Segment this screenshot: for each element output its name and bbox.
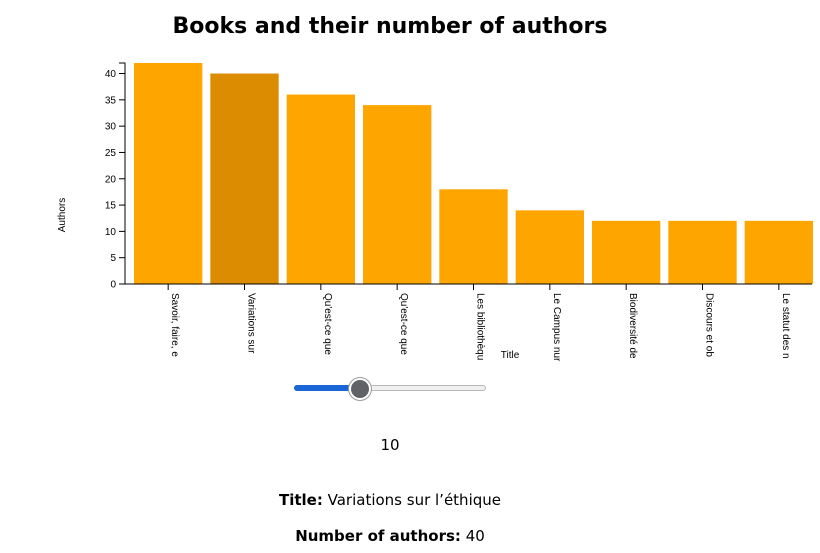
slider-value: 10 [380, 436, 400, 454]
slider-fill [294, 385, 360, 391]
x-tick-label: Biodiversité de [627, 293, 638, 359]
bar-9[interactable] [744, 220, 813, 284]
x-axis-label: Title [501, 350, 520, 361]
y-tick-label: 15 [105, 201, 117, 212]
bar-7[interactable] [592, 220, 661, 284]
y-tick-label: 40 [105, 69, 117, 80]
y-tick-label: 5 [110, 253, 116, 264]
bar-5[interactable] [439, 189, 508, 284]
bar-chart: 0 5 10 15 20 25 30 35 40 Savoir, faire, e Variati… [57, 62, 813, 362]
title-label: Title: [278, 491, 323, 509]
title-value: Variations sur l’éthique [327, 491, 501, 509]
y-tick-label: 35 [105, 95, 117, 106]
x-tick-label: Savoir, faire, e [169, 293, 180, 357]
authors-slider[interactable] [294, 378, 486, 400]
bar-8[interactable] [668, 220, 737, 284]
selected-title: Title: Variations sur l’éthique [0, 491, 780, 509]
y-tick-label: 25 [105, 148, 117, 159]
authors-value: 40 [465, 527, 485, 545]
y-axis-line [119, 62, 126, 285]
selected-authors: Number of authors: 40 [0, 527, 780, 545]
authors-label: Number of authors: [295, 527, 461, 545]
x-axis: Savoir, faire, e Variations sur Qu'est-ce … [125, 283, 812, 362]
x-tick-label: Discours et ob [704, 293, 715, 357]
y-axis: 0 5 10 15 20 25 30 35 40 [105, 62, 126, 291]
bar-3[interactable] [286, 94, 355, 284]
x-tick-label: Les bibliothèqu [475, 293, 486, 360]
x-tick-label: Le Campus nur [551, 293, 562, 362]
y-tick-label: 10 [105, 227, 117, 238]
x-tick-label: Qu'est-ce que [398, 293, 409, 355]
y-tick-label: 30 [105, 122, 117, 133]
y-tick-label: 0 [110, 280, 116, 291]
slider-thumb[interactable] [349, 378, 372, 400]
x-tick-label: Le statut des n [780, 293, 791, 359]
x-tick-label: Variations sur [246, 293, 257, 354]
bar-4[interactable] [363, 105, 432, 284]
bar-1[interactable] [134, 63, 203, 284]
y-axis-label: Authors [57, 198, 68, 232]
bar-6[interactable] [515, 210, 584, 284]
y-tick-label: 20 [105, 174, 117, 185]
x-tick-label: Qu'est-ce que [322, 293, 333, 355]
chart-title: Books and their number of authors [172, 14, 608, 39]
bars-group [134, 63, 813, 285]
bar-2[interactable] [210, 73, 279, 285]
